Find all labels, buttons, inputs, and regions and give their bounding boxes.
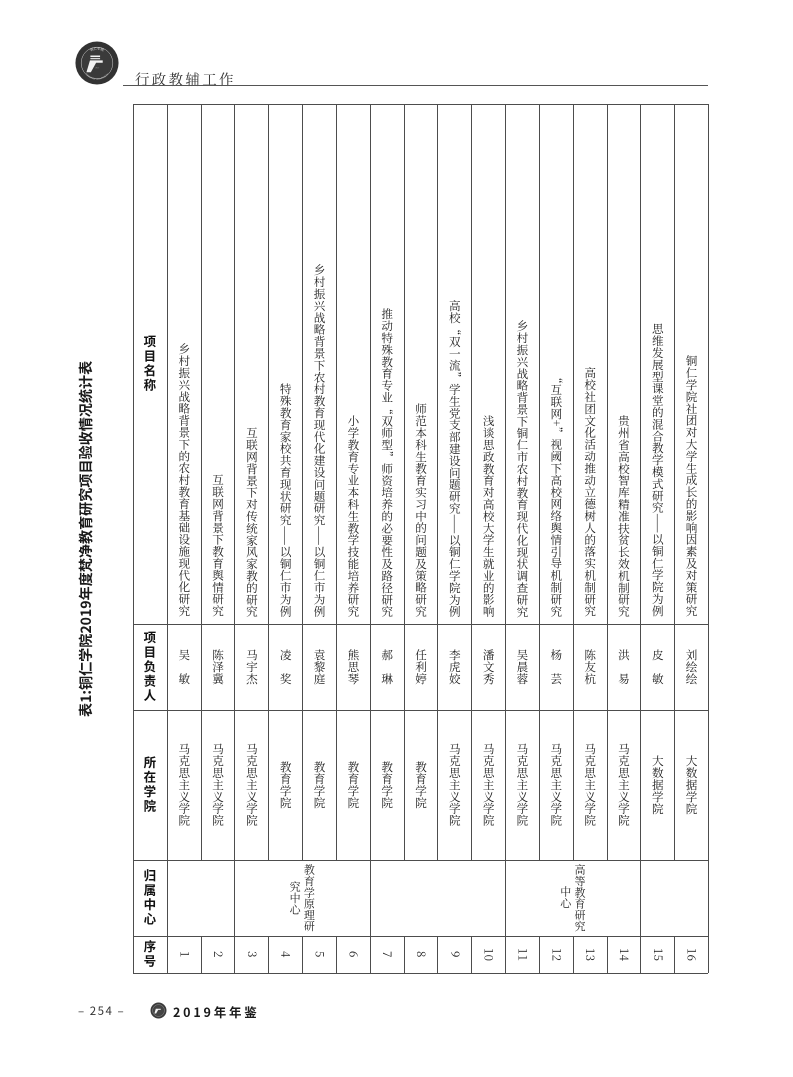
svg-text:1923: 1923 <box>95 67 99 70</box>
